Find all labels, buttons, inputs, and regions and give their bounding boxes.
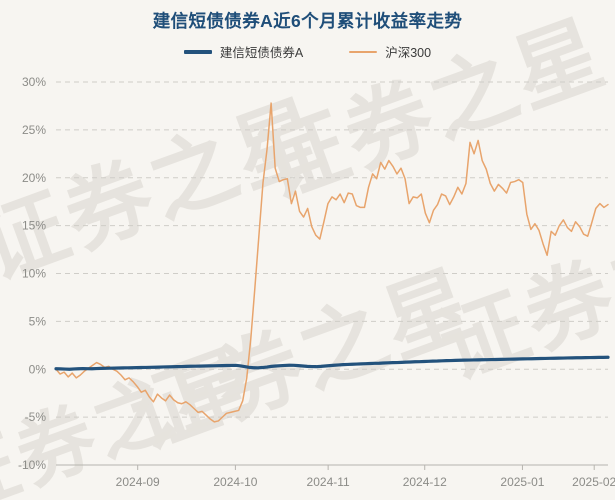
y-tick-label: -5% [25, 410, 47, 424]
x-tick-label: 2024-10 [213, 475, 257, 489]
series-line-fund [54, 355, 610, 371]
y-tick-label: 5% [29, 314, 47, 328]
chart-legend: 建信短债债券A 沪深300 [0, 42, 615, 61]
x-tick-label: 2025-02 [572, 475, 615, 489]
y-tick-label: -10% [18, 458, 46, 472]
x-axis-labels: 2024-09 2024-10 2024-11 2024-12 2025-01 2025-… [116, 475, 615, 489]
series-line-benchmark [55, 102, 609, 423]
x-axis [56, 464, 608, 470]
y-axis-labels: 30% 25% 20% 15% 10% 5% 0% -5% -10% [18, 75, 46, 472]
legend-item-benchmark[interactable]: 沪深300 [349, 42, 431, 61]
legend-item-fund[interactable]: 建信短债债券A [183, 42, 304, 61]
x-tick-label: 2025-01 [500, 475, 544, 489]
y-tick-label: 10% [22, 267, 46, 281]
x-tick-label: 2024-11 [307, 475, 350, 489]
legend-label-fund: 建信短债债券A [219, 46, 304, 60]
y-tick-label: 30% [22, 75, 46, 89]
legend-swatch-benchmark [349, 50, 378, 53]
y-tick-label: 20% [22, 171, 46, 185]
gridlines [56, 81, 608, 418]
x-tick-label: 2024-12 [403, 475, 447, 489]
legend-label-benchmark: 沪深300 [385, 46, 432, 60]
chart-title: 建信短债债券A近6个月累计收益率走势 [152, 11, 463, 31]
x-tick-label: 2024-09 [116, 475, 160, 489]
y-tick-label: 15% [22, 219, 46, 233]
data-series [54, 102, 610, 423]
y-tick-label: 0% [29, 362, 47, 376]
legend-swatch-fund [183, 49, 212, 54]
y-tick-label: 25% [22, 123, 46, 137]
